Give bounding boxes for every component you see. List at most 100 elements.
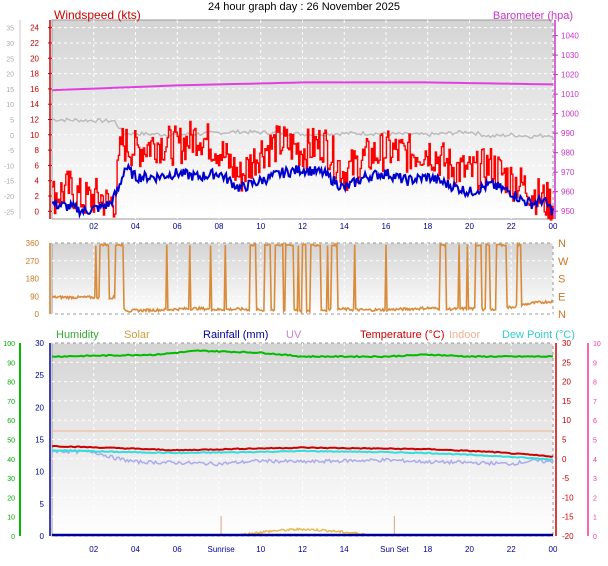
outer-temp-tick-label: 25 <box>6 56 14 63</box>
windspeed-tick-label: 16 <box>30 85 39 94</box>
windchill-line <box>51 448 554 467</box>
windspeed-gust-line <box>52 120 554 221</box>
uv-tick-label: 3 <box>593 476 597 483</box>
legend-rainfall: Rainfall (mm) <box>203 329 268 341</box>
direction-tick-label: 0 <box>35 310 40 319</box>
humidity-tick-label: 70 <box>7 399 15 406</box>
temperature-tick-label: -20 <box>562 532 574 541</box>
direction-panel: 0 N 90 E 180 S 270 W 360 N <box>26 238 569 321</box>
compass-label: N <box>558 309 566 321</box>
barometer-tick-label: 1040 <box>561 32 579 41</box>
wind-series <box>51 81 554 221</box>
barometer-tick-label: 1020 <box>561 71 579 80</box>
humidity-tick-label: 100 <box>3 341 15 348</box>
outer-temp-tick-label: 5 <box>10 118 14 125</box>
wind-x-tick-label: 06 <box>173 222 182 231</box>
windspeed-tick-label: 0 <box>35 207 40 216</box>
barometer-tick-label: 1030 <box>561 51 579 60</box>
legend-indoor: Indoor <box>449 329 481 341</box>
barometer-tick-label: 1000 <box>561 110 579 119</box>
temperature-tick-label: 30 <box>562 339 571 348</box>
wind-plot-area <box>51 19 554 220</box>
windspeed-tick-label: 12 <box>30 116 39 125</box>
temperature-grid <box>52 342 554 537</box>
page-title: 24 hour graph day : 26 November 2025 <box>208 1 400 13</box>
compass-label: W <box>558 256 569 268</box>
humidity-tick-label: 60 <box>7 418 15 425</box>
windspeed-tick-label: 10 <box>30 131 39 140</box>
temp-x-tick-label: 12 <box>298 545 307 554</box>
uv-tick-label: 6 <box>593 418 597 425</box>
temperature-tick-label: -15 <box>562 513 574 522</box>
direction-tick-label: 90 <box>30 292 39 301</box>
windspeed-axis-label: Windspeed (kts) <box>54 8 141 22</box>
legend-solar: Solar <box>124 329 150 341</box>
outer-temp-tick-label: -15 <box>4 179 14 186</box>
temp-x-tick-label: 22 <box>507 545 516 554</box>
wind-x-tick-label: 02 <box>89 222 98 231</box>
outer-temp-tick-label: 20 <box>6 72 14 79</box>
humidity-tick-label: 30 <box>7 476 15 483</box>
direction-tick-label: 180 <box>26 275 40 284</box>
rainfall-tick-label: 5 <box>40 500 45 509</box>
barometer-tick-label: 1010 <box>561 90 579 99</box>
windspeed-tick-label: 8 <box>35 146 40 155</box>
barometer-line <box>51 81 554 92</box>
wind-x-tick-label: 00 <box>549 222 558 231</box>
wind-x-tick-label: 20 <box>465 222 474 231</box>
barometer-tick-label: 950 <box>561 207 575 216</box>
temp-x-tick-label: 18 <box>423 545 432 554</box>
temperature-tick-label: 10 <box>562 416 571 425</box>
outer-temp-tick-label: 30 <box>6 41 14 48</box>
outer-temp-tick-label: 15 <box>6 87 14 94</box>
outer-temp-tick-label: -20 <box>4 194 14 201</box>
temp-x-tick-label: 10 <box>256 545 265 554</box>
humidity-tick-label: 90 <box>7 360 15 367</box>
humidity-tick-label: 80 <box>7 380 15 387</box>
barometer-tick-label: 990 <box>561 129 575 138</box>
sunset-label: Sun Set <box>380 545 409 554</box>
direction-series <box>51 241 554 315</box>
direction-axes: 0 N 90 E 180 S 270 W 360 N <box>26 238 569 321</box>
rainfall-tick-label: 25 <box>35 371 44 380</box>
temperature-axes: -20-15-10-505101520253001020304050607080… <box>3 339 601 554</box>
temp-x-tick-label: 14 <box>340 545 349 554</box>
temperature-tick-label: 25 <box>562 358 571 367</box>
rainfall-tick-label: 30 <box>35 339 44 348</box>
wind-x-tick-label: 18 <box>423 222 432 231</box>
outer-temp-tick-label: -10 <box>4 163 14 170</box>
temperature-panel: -20-15-10-505101520253001020304050607080… <box>3 329 601 554</box>
uv-tick-label: 0 <box>593 534 597 541</box>
temp-x-tick-label: 02 <box>89 545 98 554</box>
barometer-tick-label: 970 <box>561 168 575 177</box>
outer-temp-tick-label: -5 <box>8 148 14 155</box>
windspeed-average-line <box>51 162 554 219</box>
sunrise-label: Sunrise <box>208 545 236 554</box>
temp-x-tick-label: 04 <box>131 545 140 554</box>
wind-x-tick-label: 04 <box>131 222 140 231</box>
wind-panel: 0 -25 2 -20 4 -15 6 -10 8 -5 10 0 12 5 14 10 16 15 18 20 20 2… <box>4 8 579 231</box>
wind-x-tick-label: 08 <box>215 222 224 231</box>
uv-tick-label: 8 <box>593 380 597 387</box>
uv-tick-label: 1 <box>593 515 597 522</box>
temperature-tick-label: -5 <box>562 474 570 483</box>
legend-temperature: Temperature (°C) <box>360 329 444 341</box>
rainfall-tick-label: 20 <box>35 403 44 412</box>
legend-humidity: Humidity <box>56 329 99 341</box>
humidity-tick-label: 20 <box>7 495 15 502</box>
humidity-tick-label: 0 <box>11 534 15 541</box>
barometer-axis-label: Barometer (hpa) <box>493 10 573 22</box>
outer-temp-tick-label: 35 <box>6 26 14 33</box>
uv-tick-label: 5 <box>593 438 597 445</box>
outer-temp-tick-label: -25 <box>4 209 14 216</box>
uv-tick-label: 2 <box>593 495 597 502</box>
windspeed-tick-label: 22 <box>30 39 39 48</box>
compass-label: S <box>558 274 565 286</box>
uv-tick-label: 10 <box>593 341 601 348</box>
temp-x-tick-label: 20 <box>465 545 474 554</box>
direction-tick-label: 360 <box>26 239 40 248</box>
wind-x-tick-label: 10 <box>256 222 265 231</box>
compass-label: N <box>558 238 566 250</box>
solar-line <box>239 527 366 537</box>
